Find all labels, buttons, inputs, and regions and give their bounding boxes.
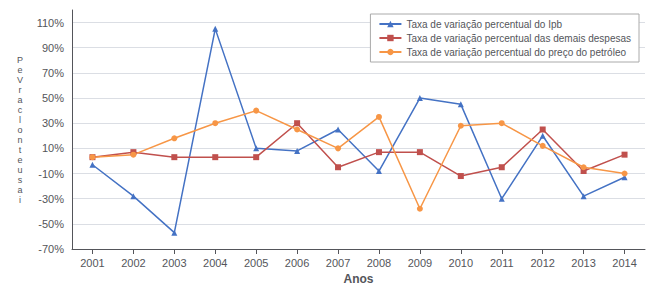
svg-text:i: i	[19, 195, 21, 205]
svg-text:n: n	[17, 135, 22, 145]
svg-text:2014: 2014	[612, 257, 636, 269]
svg-text:2008: 2008	[367, 257, 391, 269]
svg-text:-50%: -50%	[38, 218, 64, 230]
svg-text:90%: 90%	[42, 42, 64, 54]
svg-text:2004: 2004	[203, 257, 227, 269]
svg-text:2007: 2007	[326, 257, 350, 269]
svg-text:2009: 2009	[408, 257, 432, 269]
svg-text:10%: 10%	[42, 142, 64, 154]
svg-text:2001: 2001	[80, 257, 104, 269]
svg-text:2010: 2010	[449, 257, 473, 269]
svg-text:u: u	[17, 165, 22, 175]
svg-text:-70%: -70%	[38, 243, 64, 255]
svg-text:a: a	[17, 185, 22, 195]
svg-text:a: a	[17, 95, 22, 105]
svg-text:Anos: Anos	[344, 272, 374, 286]
svg-text:e: e	[17, 65, 22, 75]
svg-text:s: s	[18, 175, 23, 185]
svg-text:P: P	[17, 55, 23, 65]
svg-text:110%: 110%	[37, 17, 65, 29]
svg-text:2013: 2013	[571, 257, 595, 269]
svg-text:c: c	[18, 105, 23, 115]
svg-text:Taxa de variação percentual da: Taxa de variação percentual das demais d…	[406, 33, 631, 44]
svg-text:2005: 2005	[244, 257, 268, 269]
svg-text:Taxa de variação percentual do: Taxa de variação percentual do Ipb	[406, 19, 562, 30]
svg-text:e: e	[17, 155, 22, 165]
svg-text:2006: 2006	[285, 257, 309, 269]
svg-text:50%: 50%	[42, 92, 64, 104]
svg-text:70%: 70%	[42, 67, 64, 79]
svg-text:t: t	[19, 145, 22, 155]
svg-text:l: l	[19, 115, 21, 125]
svg-text:Taxa de variação percentual do: Taxa de variação percentual do preço do …	[406, 47, 626, 58]
svg-text:V: V	[17, 75, 23, 85]
svg-text:2003: 2003	[162, 257, 186, 269]
svg-text:2012: 2012	[530, 257, 554, 269]
svg-text:30%: 30%	[42, 117, 64, 129]
svg-text:-30%: -30%	[38, 193, 64, 205]
svg-text:2002: 2002	[121, 257, 145, 269]
svg-text:o: o	[17, 125, 22, 135]
svg-text:-10%: -10%	[38, 168, 64, 180]
svg-text:2011: 2011	[490, 257, 514, 269]
svg-text:r: r	[19, 85, 22, 95]
